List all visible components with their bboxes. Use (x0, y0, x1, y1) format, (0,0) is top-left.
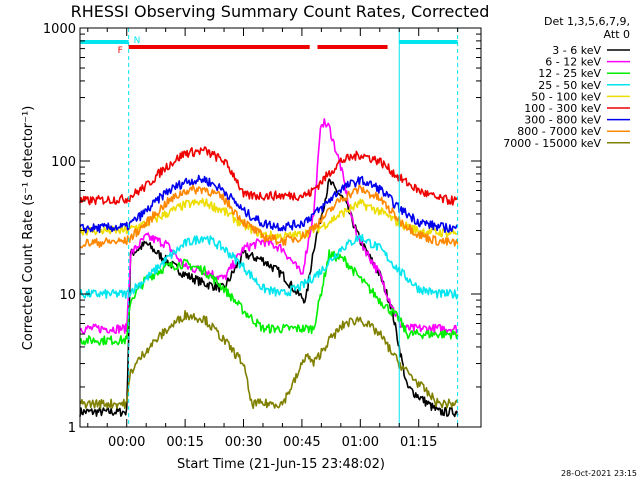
flag-label-N: N (134, 36, 141, 46)
legend-header-line-2: Att 0 (604, 28, 630, 41)
legend-header-line-1: Det 1,3,5,6,7,9, (544, 15, 630, 28)
flag-label-F: F (118, 46, 123, 56)
series-line-7 (79, 184, 459, 249)
legend-label: 7000 - 15000 keV (503, 137, 601, 150)
x-tick-label: 01:00 (342, 435, 379, 450)
legend-label: 6 - 12 keV (545, 56, 601, 69)
y-tick-label: 10 (59, 288, 76, 303)
series-line-3 (79, 233, 459, 300)
series-line-0 (79, 178, 459, 418)
timestamp: 28-Oct-2021 23:15 (561, 469, 637, 478)
x-tick-label: 01:15 (400, 435, 437, 450)
legend-label: 25 - 50 keV (538, 79, 601, 92)
x-tick-label: 00:00 (108, 435, 145, 450)
y-axis-label: Corrected Count Rate (s⁻¹ detector⁻¹) (21, 106, 36, 351)
series-line-2 (79, 249, 459, 346)
y-tick-label: 1 (68, 421, 76, 436)
y-tick-label: 100 (51, 155, 76, 170)
x-axis-label: Start Time (21-Jun-15 23:48:02) (177, 457, 385, 472)
x-tick-label: 00:45 (283, 435, 320, 450)
y-tick-label: 1000 (43, 22, 76, 37)
series-line-6 (79, 174, 459, 234)
series-line-5 (79, 146, 459, 206)
legend-label: 100 - 300 keV (524, 102, 601, 115)
chart-title: RHESSI Observing Summary Count Rates, Co… (71, 2, 490, 21)
tick-layer: 00:00 00:15 00:30 00:45 01:00 01:15 1 10 100 1000 (43, 22, 481, 450)
legend-label: 300 - 800 keV (524, 114, 601, 127)
x-tick-label: 00:15 (166, 435, 203, 450)
x-tick-label: 00:30 (225, 435, 262, 450)
legend-label: 3 - 6 keV (552, 44, 601, 57)
legend-label: 800 - 7000 keV (517, 125, 601, 138)
legend-label: 12 - 25 keV (538, 67, 601, 80)
series-layer (79, 118, 459, 418)
plot-frame (79, 27, 482, 428)
flag-layer: FN (80, 28, 459, 427)
series-line-8 (79, 309, 459, 410)
legend-label: 50 - 100 keV (531, 90, 601, 103)
